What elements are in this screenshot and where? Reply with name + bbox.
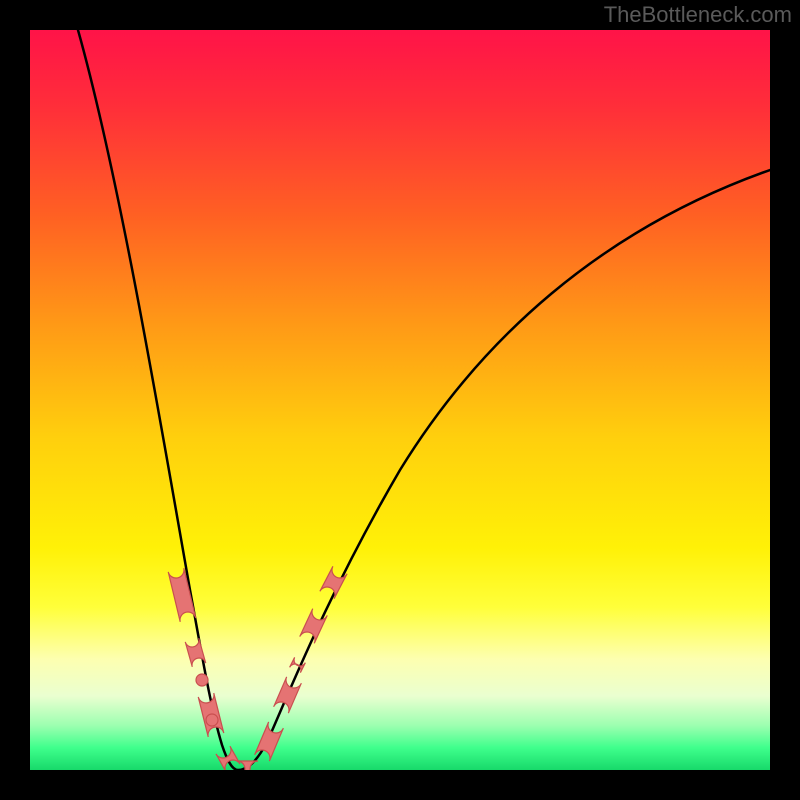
curve-marker-dot bbox=[206, 714, 218, 726]
curve-marker-dot bbox=[196, 674, 208, 686]
watermark-text: TheBottleneck.com bbox=[604, 2, 792, 28]
plot-gradient bbox=[30, 30, 770, 770]
chart-container: TheBottleneck.com bbox=[0, 0, 800, 800]
bottleneck-chart bbox=[0, 0, 800, 800]
